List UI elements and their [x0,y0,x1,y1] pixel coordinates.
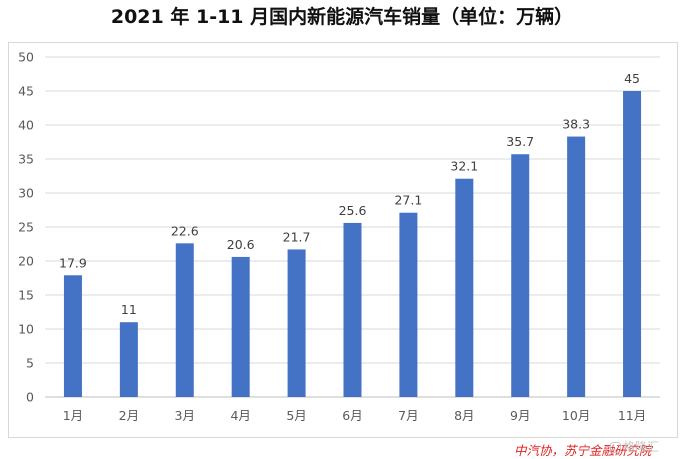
y-tick-label: 25 [18,220,34,235]
x-tick-label: 2月 [119,408,139,423]
y-tick-label: 50 [18,50,34,65]
data-label: 32.1 [450,159,478,174]
chart-title: 2021 年 1-11 月国内新能源汽车销量（单位：万辆） [110,6,574,28]
y-tick-label: 5 [26,356,34,371]
bar [623,91,642,397]
data-label: 20.6 [227,237,255,252]
data-label: 38.3 [562,117,590,132]
watermark: 格隆汇 [610,438,659,455]
x-tick-label: 6月 [342,408,362,423]
y-tick-label: 15 [18,288,34,303]
y-tick-label: 10 [18,322,34,337]
bar [455,178,474,397]
source-note: 中汽协，苏宁金融研究院 [514,443,652,458]
data-label: 22.6 [171,223,199,238]
bar [63,275,82,397]
x-tick-label: 11月 [618,408,646,423]
chart-area [8,42,678,438]
data-label: 27.1 [394,193,422,208]
data-label: 11 [121,302,137,317]
data-label: 35.7 [506,134,534,149]
bar [399,212,418,397]
data-label: 25.6 [339,203,367,218]
data-label: 21.7 [283,229,311,244]
bar [343,222,362,397]
x-tick-label: 7月 [398,408,418,423]
y-tick-label: 35 [18,152,34,167]
y-tick-label: 0 [26,390,34,405]
watermark-text: 格隆汇 [623,440,660,454]
x-tick-label: 5月 [286,408,306,423]
x-tick-label: 8月 [454,408,474,423]
y-tick-label: 30 [18,186,34,201]
x-tick-label: 3月 [175,408,195,423]
bar [567,136,586,397]
y-tick-label: 40 [18,118,34,133]
bar [175,243,194,397]
data-label: 17.9 [59,255,87,270]
watermark-logo-icon [610,442,621,453]
bar [511,154,530,397]
x-tick-label: 4月 [230,408,250,423]
y-tick-label: 45 [18,84,34,99]
bar [287,249,306,397]
y-tick-label: 20 [18,254,34,269]
x-tick-label: 9月 [510,408,530,423]
bar [231,256,250,397]
data-label: 45 [624,71,640,86]
x-tick-label: 10月 [562,408,590,423]
bar [119,322,138,397]
x-tick-label: 1月 [63,408,83,423]
